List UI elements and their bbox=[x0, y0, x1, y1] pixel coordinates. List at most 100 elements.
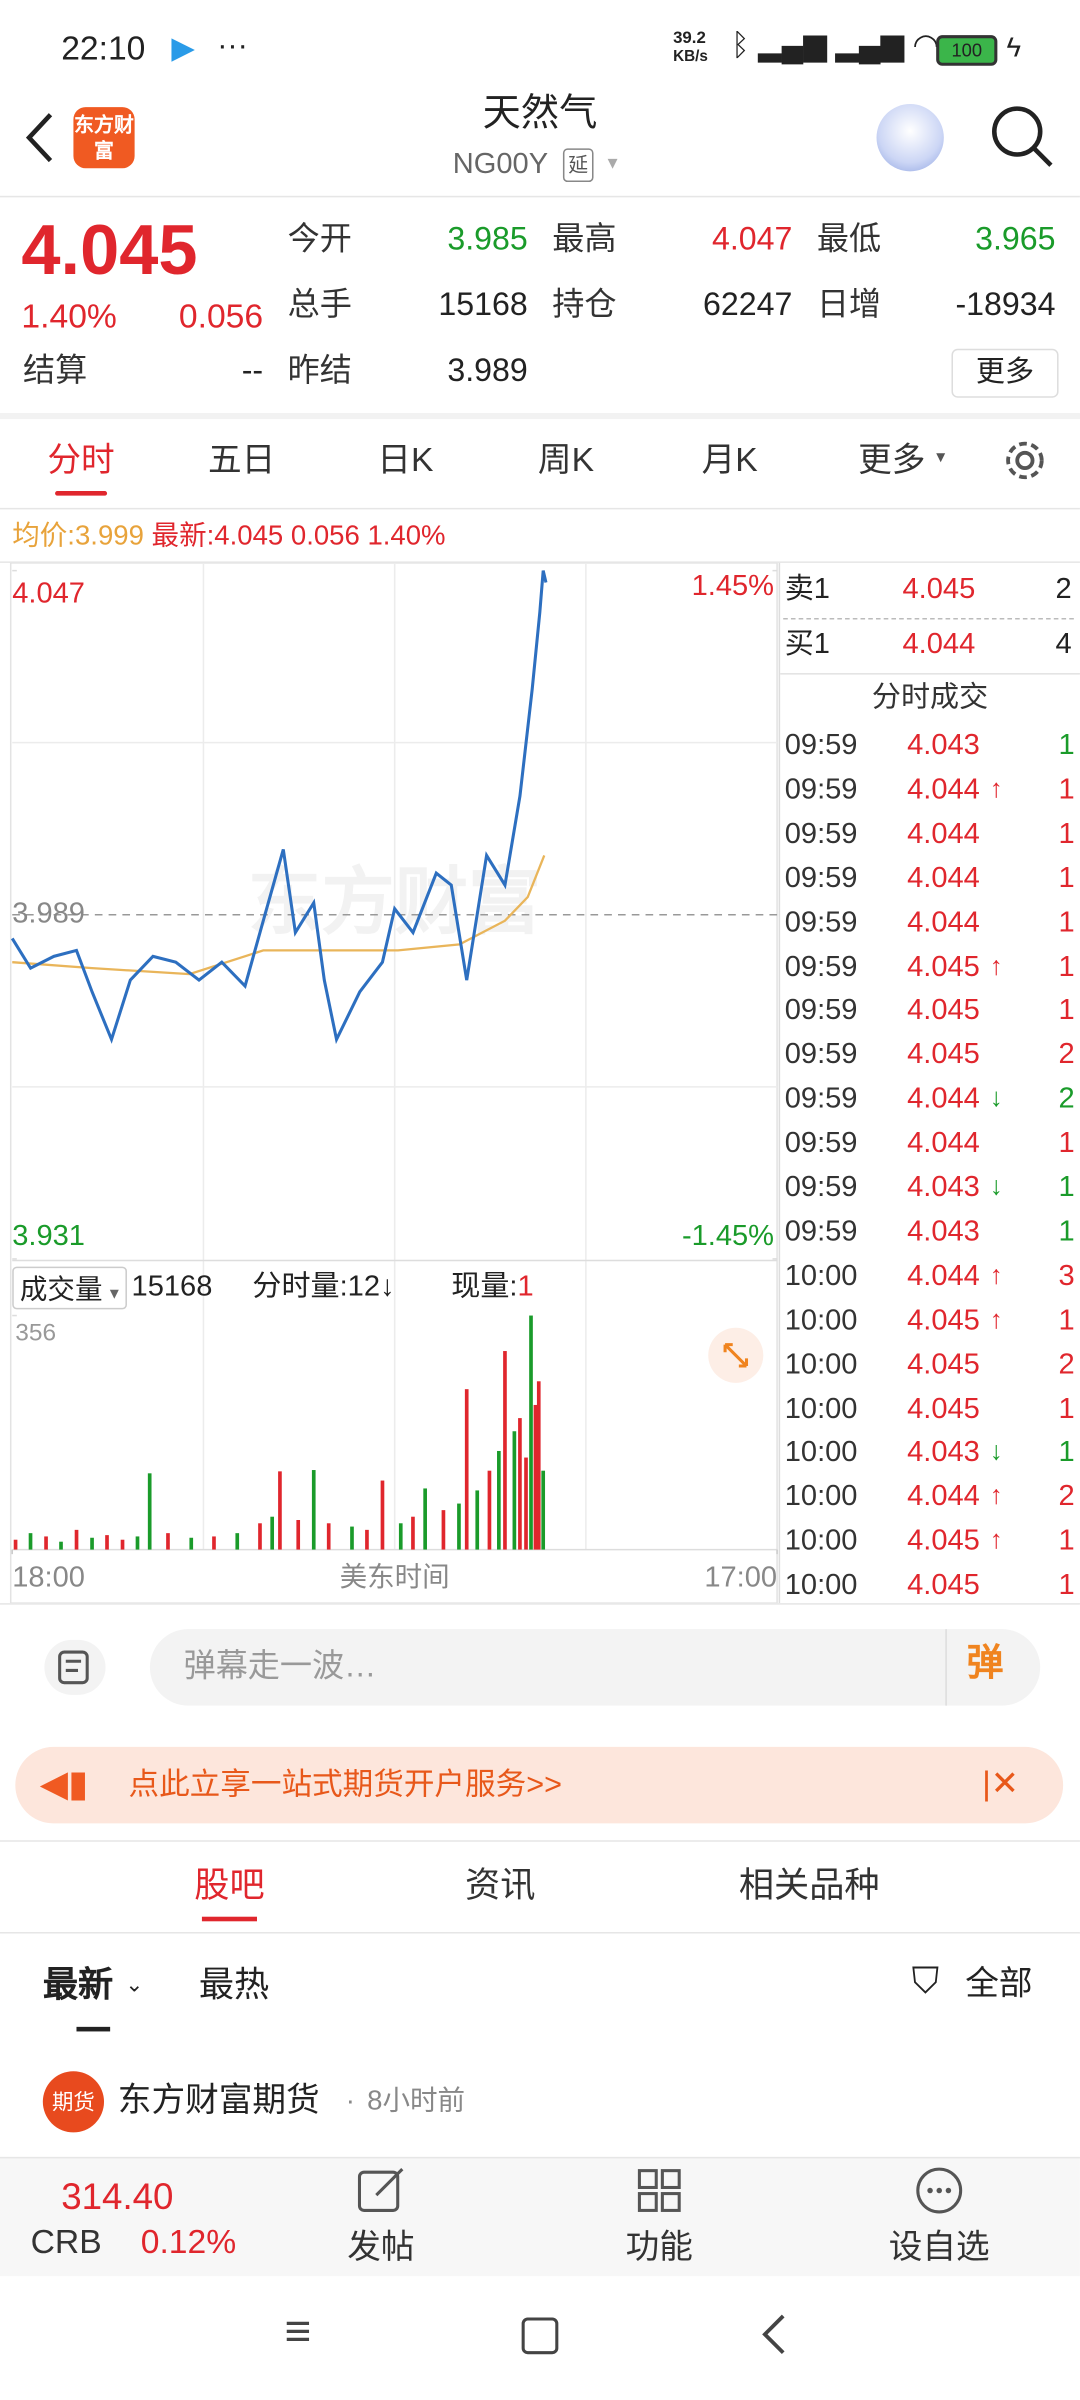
comment-input[interactable] bbox=[149, 1629, 1041, 1706]
trade-arrow: ↑ bbox=[989, 1481, 1003, 1511]
danmaku-button[interactable]: 弹 bbox=[966, 1642, 1004, 1685]
index-name: CRB bbox=[30, 2222, 102, 2261]
field-label: 总手 bbox=[287, 287, 352, 323]
volume-bar bbox=[135, 1536, 140, 1550]
section-tab[interactable]: 资讯 bbox=[465, 1864, 536, 1905]
expand-icon bbox=[723, 1343, 749, 1368]
tab[interactable]: 五日 bbox=[208, 440, 276, 479]
volume-bar bbox=[524, 1457, 528, 1550]
nav-home[interactable] bbox=[521, 2317, 559, 2355]
field-label: 最低 bbox=[816, 221, 882, 257]
filter-all[interactable]: 全部 bbox=[965, 1964, 1033, 2003]
assistant-icon[interactable] bbox=[876, 104, 944, 172]
volume-bar bbox=[59, 1541, 63, 1550]
volume-bar bbox=[503, 1351, 507, 1550]
volume-total: 15168 bbox=[131, 1271, 213, 1304]
trade-volume: 1 bbox=[1058, 1215, 1075, 1249]
trade-arrow: ↑ bbox=[989, 1525, 1003, 1555]
buy-label: 买1 bbox=[784, 628, 830, 661]
section-underline bbox=[201, 1916, 257, 1922]
field-value: -- bbox=[241, 353, 264, 389]
volume-bar bbox=[398, 1523, 403, 1550]
price-line bbox=[10, 570, 548, 1045]
filter-hot[interactable]: 最热 bbox=[198, 1964, 270, 2004]
tab[interactable]: 周K bbox=[537, 440, 595, 479]
trade-arrow: ↓ bbox=[989, 1436, 1003, 1467]
tab-underline bbox=[55, 491, 108, 496]
trade-time: 10:00 bbox=[784, 1569, 858, 1602]
trade-price: 4.044 bbox=[907, 1260, 980, 1293]
danmaku-toggle[interactable] bbox=[41, 1637, 108, 1698]
trade-time: 09:59 bbox=[784, 1171, 858, 1204]
banner[interactable] bbox=[15, 1746, 1064, 1824]
trade-time: 09:59 bbox=[784, 818, 858, 851]
trade-price: 4.045 bbox=[907, 1039, 980, 1072]
trade-time: 09:59 bbox=[784, 1127, 858, 1160]
y-tick-label: 4.047 bbox=[12, 578, 85, 610]
volume-bar bbox=[235, 1533, 240, 1550]
trade-arrow: ↓ bbox=[989, 1083, 1003, 1113]
latest-change-pct: 1.40% bbox=[367, 520, 446, 551]
delay-tag: 延 bbox=[562, 148, 594, 183]
trade-time: 10:00 bbox=[784, 1525, 858, 1558]
trade-volume: 1 bbox=[1058, 950, 1075, 983]
more-button[interactable]: 更多 bbox=[951, 348, 1059, 398]
volume-bar bbox=[270, 1516, 275, 1550]
dropdown-icon[interactable]: ▼ bbox=[604, 154, 621, 173]
volume-bar bbox=[541, 1470, 546, 1550]
trade-time: 10:00 bbox=[784, 1392, 858, 1425]
field-value: 62247 bbox=[703, 287, 793, 323]
trade-price: 4.045 bbox=[907, 950, 980, 983]
trade-volume: 2 bbox=[1058, 1481, 1075, 1514]
index-value: 314.40 bbox=[61, 2176, 174, 2219]
minute-value: 12 bbox=[347, 1271, 381, 1304]
post-avatar[interactable]: 期货 bbox=[42, 2071, 105, 2133]
trade-volume: 1 bbox=[1058, 906, 1075, 939]
y-tick-label: 3.989 bbox=[12, 897, 85, 929]
tab[interactable]: 日K bbox=[377, 440, 434, 479]
search-button[interactable] bbox=[987, 101, 1057, 171]
nav-back[interactable] bbox=[759, 2313, 790, 2356]
section-tab[interactable]: 股吧 bbox=[194, 1864, 265, 1905]
minute-volume: 分时量:12↓ bbox=[252, 1273, 394, 1302]
trade-time: 09:59 bbox=[784, 862, 858, 895]
trade-price: 4.045 bbox=[907, 1569, 980, 1602]
trade-time: 09:59 bbox=[784, 729, 858, 762]
trade-volume: 1 bbox=[1058, 1569, 1075, 1602]
filter-latest[interactable]: 最新 bbox=[42, 1964, 114, 2004]
trade-time: 10:00 bbox=[784, 1304, 858, 1337]
tab[interactable]: 分时 bbox=[47, 440, 115, 479]
trade-arrow: ↑ bbox=[989, 1260, 1003, 1290]
volume-bar bbox=[487, 1470, 492, 1550]
now-label: 现量: bbox=[451, 1271, 518, 1304]
change: 0.056 bbox=[178, 296, 264, 336]
field-value: 3.989 bbox=[447, 353, 528, 389]
banner-text: 点此立享一站式期货开户服务>> bbox=[128, 1768, 562, 1802]
bottom-action[interactable]: 功能 bbox=[625, 2227, 693, 2266]
banner-close[interactable]: |✕ bbox=[982, 1763, 1020, 1802]
bottom-action[interactable]: 发帖 bbox=[347, 2227, 415, 2266]
back-button[interactable] bbox=[21, 110, 58, 165]
nav-menu[interactable]: ≡ bbox=[284, 2306, 312, 2358]
post-author[interactable]: 东方财富期货 bbox=[117, 2080, 320, 2119]
battery: 100 bbox=[936, 35, 998, 66]
latest-label: 最新: bbox=[151, 520, 215, 551]
bottom-action[interactable]: 设自选 bbox=[888, 2227, 990, 2266]
tab[interactable]: 月K bbox=[701, 440, 758, 479]
volume-selector[interactable]: 成交量 ▼ bbox=[12, 1266, 127, 1310]
post-time: 8小时前 bbox=[367, 2084, 466, 2116]
field-label: 日增 bbox=[816, 287, 882, 323]
volume-bar bbox=[536, 1381, 541, 1550]
sell-volume: 2 bbox=[1055, 573, 1072, 606]
tab[interactable]: 更多 bbox=[858, 440, 926, 479]
volume-bar bbox=[475, 1490, 480, 1550]
trade-price: 4.044 bbox=[907, 862, 980, 895]
trade-price: 4.045 bbox=[907, 1392, 980, 1425]
settings-button[interactable] bbox=[1000, 436, 1049, 485]
logo[interactable]: 东方财富 bbox=[73, 107, 135, 169]
trade-price: 4.045 bbox=[907, 1304, 980, 1337]
volume-bar bbox=[120, 1539, 125, 1550]
section-tab[interactable]: 相关品种 bbox=[738, 1864, 880, 1905]
net-speed: 39.2 bbox=[673, 29, 706, 48]
